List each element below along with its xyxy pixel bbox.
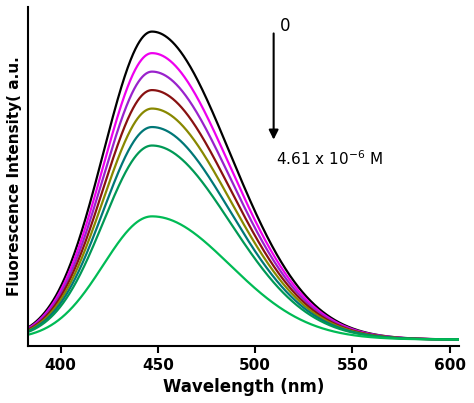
Y-axis label: Fluorescence Intensity( a.u.: Fluorescence Intensity( a.u.	[7, 56, 22, 296]
Text: 0: 0	[280, 17, 291, 35]
X-axis label: Wavelength (nm): Wavelength (nm)	[163, 378, 324, 396]
Text: 4.61 x 10$^{-6}$ M: 4.61 x 10$^{-6}$ M	[276, 149, 383, 168]
